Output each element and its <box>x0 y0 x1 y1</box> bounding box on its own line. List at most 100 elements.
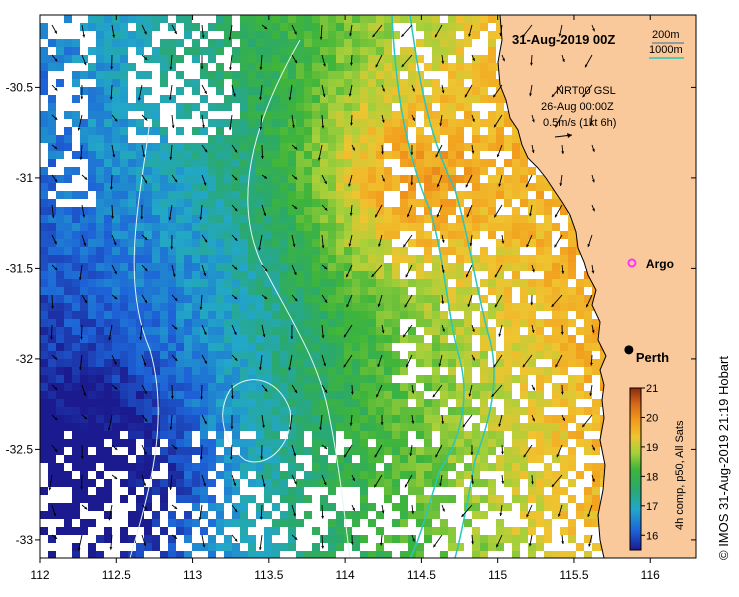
sst-cell <box>584 311 592 319</box>
sst-cell <box>504 143 512 151</box>
sst-cell <box>80 71 88 79</box>
sst-cell <box>264 311 272 319</box>
sst-cell <box>360 183 368 191</box>
sst-cell <box>368 135 376 143</box>
sst-cell <box>80 303 88 311</box>
sst-cell <box>48 127 56 135</box>
sst-cell <box>104 175 112 183</box>
sst-cell <box>216 15 224 23</box>
sst-cell <box>376 279 384 287</box>
sst-cell <box>240 343 248 351</box>
sst-cell <box>400 207 408 215</box>
sst-cell <box>336 311 344 319</box>
sst-cell <box>368 167 376 175</box>
sst-cell <box>272 543 280 551</box>
sst-cell <box>224 135 232 143</box>
sst-cell <box>80 191 88 199</box>
sst-cell <box>88 95 96 103</box>
sst-cell <box>472 503 480 511</box>
sst-cell <box>64 47 72 55</box>
sst-cell <box>248 447 256 455</box>
sst-cell <box>472 215 480 223</box>
sst-cell <box>352 519 360 527</box>
sst-cell <box>176 279 184 287</box>
sst-cell <box>592 399 600 407</box>
sst-cell <box>592 415 600 423</box>
sst-cell <box>160 175 168 183</box>
sst-cell <box>80 351 88 359</box>
sst-cell <box>296 359 304 367</box>
sst-cell <box>208 383 216 391</box>
sst-cell <box>264 231 272 239</box>
sst-cell <box>376 183 384 191</box>
sst-cell <box>240 511 248 519</box>
sst-cell <box>160 263 168 271</box>
sst-cell <box>208 327 216 335</box>
sst-cell <box>104 479 112 487</box>
sst-cell <box>176 463 184 471</box>
sst-cell <box>96 383 104 391</box>
sst-cell <box>104 359 112 367</box>
sst-cell <box>280 471 288 479</box>
sst-cell <box>368 295 376 303</box>
sst-cell <box>440 343 448 351</box>
sst-cell <box>512 255 520 263</box>
sst-cell <box>432 415 440 423</box>
sst-cell <box>352 175 360 183</box>
sst-cell <box>96 423 104 431</box>
sst-cell <box>568 231 576 239</box>
sst-cell <box>368 471 376 479</box>
sst-cell <box>472 359 480 367</box>
sst-cell <box>248 279 256 287</box>
sst-cell <box>336 127 344 135</box>
sst-cell <box>104 319 112 327</box>
sst-cell <box>360 383 368 391</box>
sst-cell <box>184 247 192 255</box>
sst-cell <box>336 511 344 519</box>
sst-cell <box>536 375 544 383</box>
sst-cell <box>112 255 120 263</box>
sst-cell <box>304 279 312 287</box>
sst-cell <box>528 495 536 503</box>
sst-cell <box>304 31 312 39</box>
sst-cell <box>288 463 296 471</box>
sst-cell <box>448 247 456 255</box>
sst-cell <box>208 415 216 423</box>
sst-cell <box>528 239 536 247</box>
sst-cell <box>504 231 512 239</box>
sst-cell <box>240 151 248 159</box>
sst-cell <box>40 295 48 303</box>
sst-cell <box>360 191 368 199</box>
sst-cell <box>120 39 128 47</box>
sst-cell <box>40 223 48 231</box>
sst-cell <box>272 15 280 23</box>
sst-cell <box>128 119 136 127</box>
sst-cell <box>336 543 344 551</box>
sst-cell <box>328 503 336 511</box>
sst-cell <box>304 319 312 327</box>
sst-cell <box>584 463 592 471</box>
sst-cell <box>352 351 360 359</box>
sst-cell <box>128 375 136 383</box>
sst-cell <box>232 487 240 495</box>
sst-cell <box>360 319 368 327</box>
sst-cell <box>232 119 240 127</box>
sst-cell <box>144 143 152 151</box>
sst-cell <box>184 519 192 527</box>
sst-cell <box>224 159 232 167</box>
sst-cell <box>272 223 280 231</box>
sst-cell <box>528 431 536 439</box>
sst-cell <box>88 503 96 511</box>
sst-cell <box>472 87 480 95</box>
sst-cell <box>312 447 320 455</box>
sst-cell <box>136 223 144 231</box>
sst-cell <box>304 287 312 295</box>
sst-cell <box>280 223 288 231</box>
sst-cell <box>112 127 120 135</box>
sst-cell <box>528 447 536 455</box>
sst-cell <box>496 431 504 439</box>
sst-cell <box>160 135 168 143</box>
sst-cell <box>192 375 200 383</box>
sst-cell <box>176 495 184 503</box>
sst-cell <box>40 335 48 343</box>
